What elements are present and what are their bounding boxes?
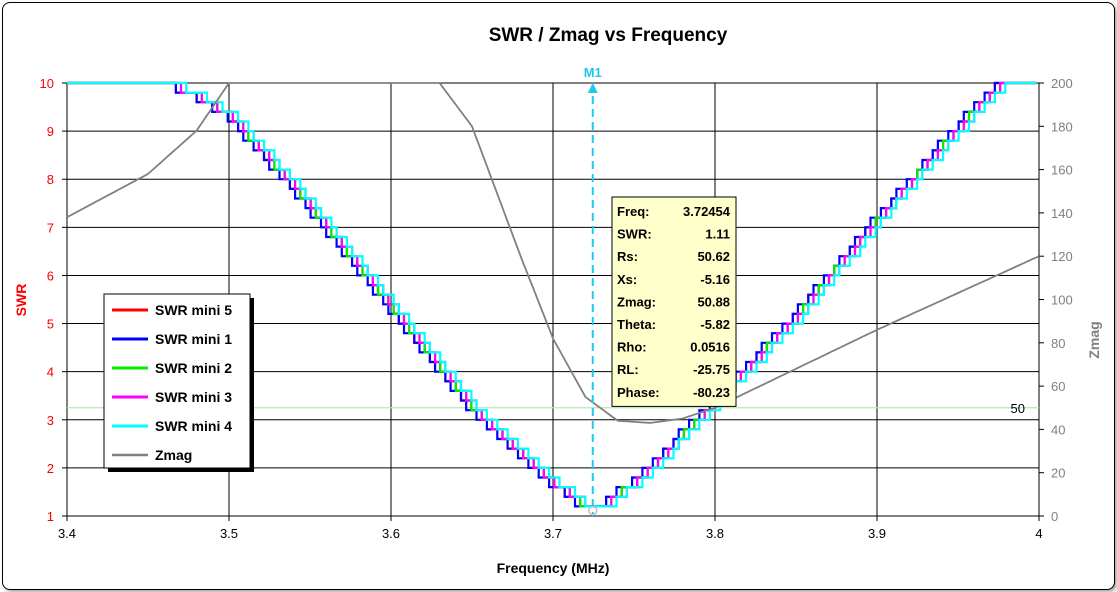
readout-value: 3.72454	[683, 204, 731, 219]
readout-key: Freq:	[617, 204, 650, 219]
readout-value: 1.11	[705, 227, 730, 242]
readout-value: 50.62	[697, 249, 730, 264]
y-tick-label: 7	[47, 220, 54, 235]
readout-value: -25.75	[693, 362, 730, 377]
y2-tick-label: 180	[1051, 119, 1073, 134]
legend-label: SWR mini 5	[155, 302, 232, 318]
legend-label: SWR mini 4	[155, 418, 232, 434]
y2-tick-label: 160	[1051, 163, 1073, 178]
y-tick-label: 6	[47, 268, 54, 283]
legend-label: Zmag	[155, 447, 192, 463]
y2-tick-label: 80	[1051, 336, 1065, 351]
readout-key: SWR:	[617, 227, 652, 242]
legend-box	[103, 293, 251, 469]
readout-key: Zmag:	[617, 294, 656, 309]
readout-value: 50.88	[697, 294, 730, 309]
y-tick-label: 1	[47, 509, 54, 524]
readout-key: Rho:	[617, 340, 647, 355]
x-tick-label: 3.5	[220, 526, 238, 541]
reference-line-label: 50	[1011, 401, 1025, 416]
y-tick-label: 2	[47, 461, 54, 476]
x-tick-label: 3.8	[706, 526, 724, 541]
readout-value: -80.23	[693, 385, 730, 400]
y-tick-label: 8	[47, 172, 54, 187]
y-tick-label: 5	[47, 317, 54, 332]
y2-tick-label: 20	[1051, 466, 1065, 481]
readout-value: 0.0516	[690, 340, 730, 355]
y-tick-label: 9	[47, 124, 54, 139]
x-tick-label: 3.7	[544, 526, 562, 541]
y2-tick-label: 40	[1051, 422, 1065, 437]
y2-tick-label: 60	[1051, 379, 1065, 394]
readout-value: -5.82	[700, 317, 730, 332]
y-axis-label: SWR	[13, 284, 29, 317]
x-axis-label: Frequency (MHz)	[497, 560, 610, 576]
y2-axis-label: Zmag	[1086, 321, 1102, 358]
y-tick-label: 10	[40, 76, 54, 91]
legend-label: SWR mini 2	[155, 360, 232, 376]
series-line-swr-mini-4	[67, 81, 1037, 508]
chart-title: SWR / Zmag vs Frequency	[489, 25, 728, 46]
readout-key: Xs:	[617, 272, 637, 287]
y2-tick-label: 100	[1051, 293, 1073, 308]
readout-key: Theta:	[617, 317, 656, 332]
plot-border	[66, 82, 1040, 517]
marker-label: M1	[584, 65, 602, 80]
readout-key: RL:	[617, 362, 639, 377]
x-tick-label: 3.9	[868, 526, 886, 541]
y-tick-label: 4	[47, 365, 54, 380]
marker-point	[588, 505, 598, 516]
legend-label: SWR mini 1	[155, 331, 232, 347]
x-tick-label: 3.4	[58, 526, 76, 541]
readout-key: Rs:	[617, 249, 638, 264]
legend-label: SWR mini 3	[155, 389, 232, 405]
y2-tick-label: 200	[1051, 76, 1073, 91]
marker-arrow-icon	[587, 83, 598, 93]
readout-value: -5.16	[700, 272, 730, 287]
series-line-zmag	[66, 82, 1040, 424]
readout-key: Phase:	[617, 385, 660, 400]
marker-readout-box	[611, 196, 737, 407]
x-tick-label: 3.6	[382, 526, 400, 541]
y2-tick-label: 0	[1051, 509, 1058, 524]
y-tick-label: 3	[47, 413, 54, 428]
y2-tick-label: 120	[1051, 249, 1073, 264]
y2-tick-label: 140	[1051, 206, 1073, 221]
x-tick-label: 4	[1035, 526, 1042, 541]
